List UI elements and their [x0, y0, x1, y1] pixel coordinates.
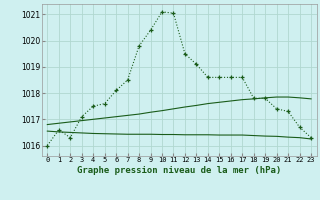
X-axis label: Graphe pression niveau de la mer (hPa): Graphe pression niveau de la mer (hPa) — [77, 166, 281, 175]
